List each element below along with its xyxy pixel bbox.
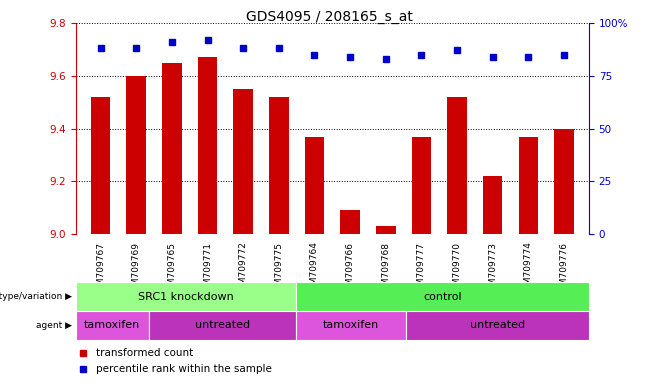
Text: transformed count: transformed count bbox=[96, 348, 193, 358]
Bar bbox=[149, 311, 295, 340]
Text: GSM709772: GSM709772 bbox=[239, 242, 247, 296]
Text: GDS4095 / 208165_s_at: GDS4095 / 208165_s_at bbox=[245, 10, 413, 23]
Text: genotype/variation ▶: genotype/variation ▶ bbox=[0, 292, 72, 301]
Bar bbox=[76, 282, 295, 311]
Bar bbox=[376, 226, 395, 234]
Text: GSM709765: GSM709765 bbox=[167, 242, 176, 296]
Text: GSM709776: GSM709776 bbox=[559, 242, 569, 296]
Text: GSM709769: GSM709769 bbox=[132, 242, 141, 296]
Text: agent ▶: agent ▶ bbox=[36, 321, 72, 330]
Bar bbox=[519, 137, 538, 234]
Text: GSM709771: GSM709771 bbox=[203, 242, 212, 296]
Text: GSM709767: GSM709767 bbox=[96, 242, 105, 296]
Text: percentile rank within the sample: percentile rank within the sample bbox=[96, 364, 272, 374]
Bar bbox=[447, 97, 467, 234]
Bar bbox=[269, 97, 289, 234]
Text: SRC1 knockdown: SRC1 knockdown bbox=[138, 291, 234, 302]
Text: GSM709768: GSM709768 bbox=[381, 242, 390, 296]
Text: GSM709773: GSM709773 bbox=[488, 242, 497, 296]
Bar bbox=[295, 311, 405, 340]
Text: control: control bbox=[423, 291, 461, 302]
Bar bbox=[554, 129, 574, 234]
Bar bbox=[234, 89, 253, 234]
Text: GSM709764: GSM709764 bbox=[310, 242, 319, 296]
Text: GSM709775: GSM709775 bbox=[274, 242, 284, 296]
Text: untreated: untreated bbox=[470, 320, 525, 331]
Text: tamoxifen: tamoxifen bbox=[322, 320, 379, 331]
Bar bbox=[91, 97, 111, 234]
Text: GSM709766: GSM709766 bbox=[345, 242, 355, 296]
Bar bbox=[305, 137, 324, 234]
Bar bbox=[76, 311, 149, 340]
Text: GSM709777: GSM709777 bbox=[417, 242, 426, 296]
Bar bbox=[198, 57, 217, 234]
Bar bbox=[126, 76, 146, 234]
Text: tamoxifen: tamoxifen bbox=[84, 320, 140, 331]
Bar bbox=[295, 282, 589, 311]
Text: untreated: untreated bbox=[195, 320, 250, 331]
Bar bbox=[483, 176, 503, 234]
Text: GSM709770: GSM709770 bbox=[453, 242, 461, 296]
Text: GSM709774: GSM709774 bbox=[524, 242, 533, 296]
Bar bbox=[162, 63, 182, 234]
Bar bbox=[412, 137, 431, 234]
Bar bbox=[405, 311, 589, 340]
Bar bbox=[340, 210, 360, 234]
